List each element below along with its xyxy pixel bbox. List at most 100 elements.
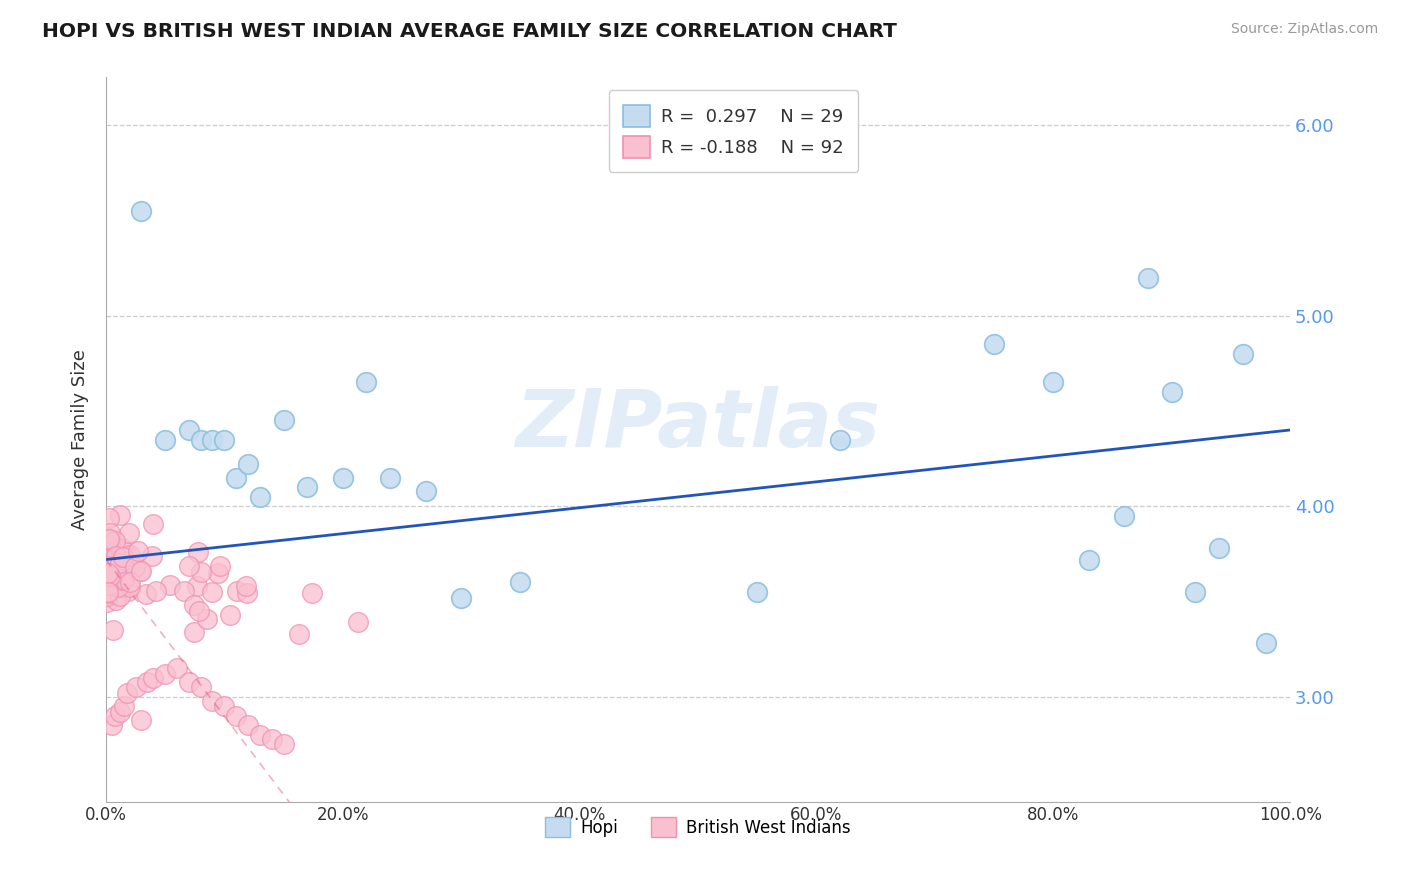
Point (1256, 636, 1278, 650)
Point (209, 558, 232, 573)
Point (97, 566, 120, 580)
Point (297, 480, 319, 494)
Point (115, 686, 138, 700)
Point (110, 508, 132, 523)
Point (356, 376, 378, 390)
Point (131, 713, 153, 727)
Point (112, 560, 135, 574)
Point (153, 666, 176, 681)
Point (145, 584, 167, 599)
Point (97, 585, 120, 599)
Point (97, 586, 120, 600)
Point (118, 580, 141, 594)
Point (450, 591, 472, 605)
Point (103, 623, 125, 637)
Point (190, 565, 212, 579)
Point (104, 571, 127, 585)
Point (183, 625, 205, 640)
Point (301, 586, 323, 600)
Point (96, 559, 118, 574)
Point (177, 674, 200, 689)
Point (378, 470, 401, 484)
Point (131, 203, 153, 218)
Point (249, 728, 271, 742)
Point (207, 566, 229, 580)
Point (201, 693, 224, 707)
Point (101, 718, 124, 732)
Point (187, 545, 209, 559)
Point (108, 589, 131, 603)
Point (177, 558, 200, 573)
Point (104, 567, 127, 582)
Text: Source: ZipAtlas.com: Source: ZipAtlas.com (1230, 22, 1378, 37)
Point (98, 544, 121, 558)
Point (225, 584, 247, 599)
Point (124, 680, 146, 694)
Point (235, 579, 257, 593)
Point (1160, 384, 1182, 399)
Point (108, 705, 131, 719)
Point (96, 573, 118, 587)
Point (142, 671, 165, 685)
Point (103, 545, 125, 559)
Point (100, 567, 122, 582)
Point (108, 564, 131, 578)
Point (201, 433, 224, 447)
Point (110, 573, 132, 587)
Point (415, 483, 437, 498)
Point (201, 585, 224, 599)
Point (104, 593, 127, 607)
Point (117, 584, 139, 599)
Point (114, 563, 136, 577)
Point (112, 572, 135, 586)
Point (97, 557, 120, 571)
Y-axis label: Average Family Size: Average Family Size (72, 349, 89, 530)
Point (112, 699, 135, 714)
Point (983, 337, 1005, 351)
Point (97, 559, 120, 574)
Point (214, 433, 236, 447)
Point (129, 564, 152, 578)
Point (107, 566, 129, 581)
Point (111, 558, 134, 572)
Point (110, 565, 132, 579)
Point (100, 554, 122, 568)
Point (97, 578, 120, 592)
Point (114, 545, 136, 559)
Point (332, 470, 354, 484)
Point (173, 584, 195, 599)
Point (1137, 270, 1160, 285)
Point (104, 708, 127, 723)
Point (107, 580, 129, 594)
Point (96, 570, 118, 584)
Point (110, 541, 132, 555)
Point (96, 594, 118, 608)
Point (98, 569, 121, 583)
Point (236, 457, 259, 471)
Point (186, 579, 208, 593)
Point (104, 534, 127, 549)
Point (1042, 376, 1064, 390)
Point (98, 511, 121, 525)
Point (118, 548, 141, 562)
Point (225, 708, 247, 723)
Point (509, 575, 531, 590)
Point (108, 549, 131, 563)
Point (288, 627, 311, 641)
Point (273, 413, 295, 427)
Point (100, 561, 122, 575)
Point (118, 574, 141, 589)
Text: ZIPatlas: ZIPatlas (516, 386, 880, 464)
Point (195, 611, 218, 625)
Point (97, 560, 120, 574)
Point (96, 544, 118, 558)
Point (1208, 541, 1230, 555)
Legend: Hopi, British West Indians: Hopi, British West Indians (538, 810, 858, 844)
Point (117, 579, 139, 593)
Point (747, 585, 769, 599)
Point (101, 568, 124, 582)
Point (96, 553, 118, 567)
Point (190, 680, 212, 694)
Point (236, 586, 259, 600)
Point (101, 552, 124, 566)
